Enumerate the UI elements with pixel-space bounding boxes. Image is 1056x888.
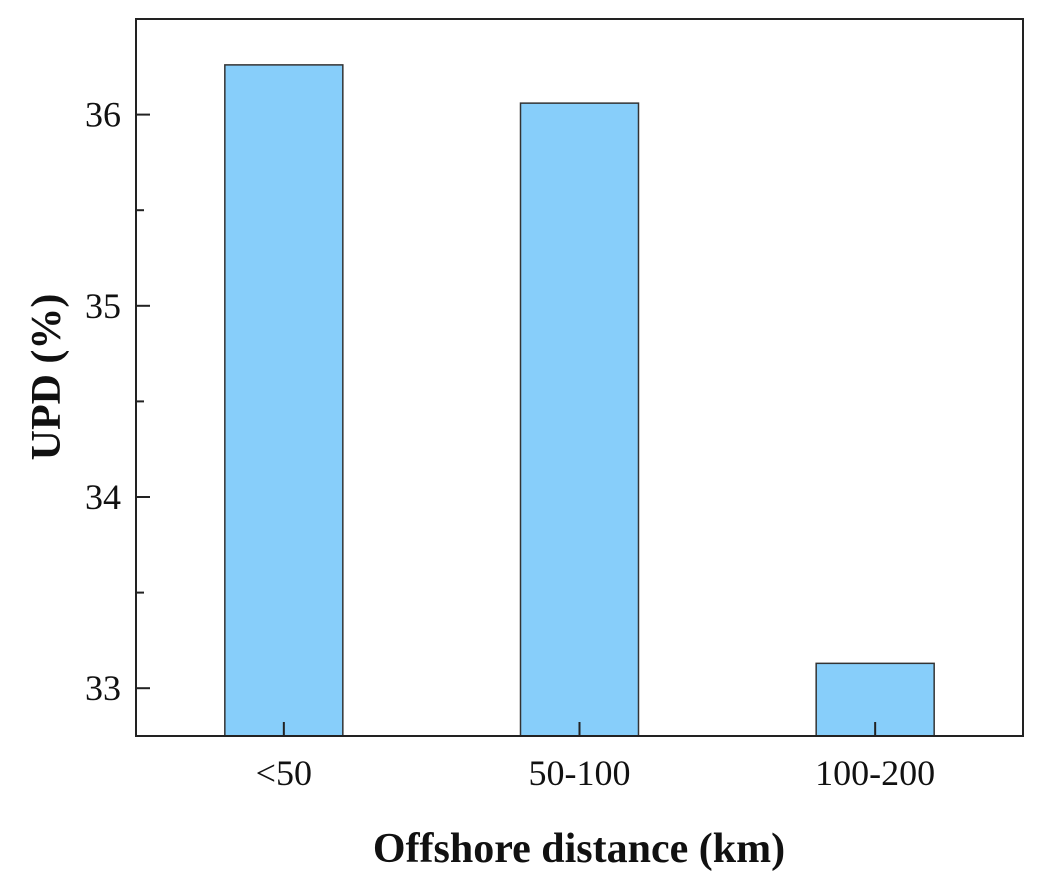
bars-group	[224, 64, 935, 737]
y-axis: 33 34 35 36	[85, 95, 150, 708]
y-tick-label: 36	[85, 95, 121, 135]
y-tick-label: 33	[85, 668, 121, 708]
y-tick-label: 35	[85, 286, 121, 326]
x-tick-label: <50	[256, 753, 312, 793]
bar-2	[519, 102, 640, 737]
x-tick-label: 50-100	[529, 753, 631, 793]
x-axis: <50 50-100 100-200	[256, 722, 935, 793]
y-axis-title: UPD (%)	[24, 294, 70, 461]
y-tick-label: 34	[85, 477, 121, 517]
bar-1	[224, 64, 344, 737]
x-axis-title: Offshore distance (km)	[373, 826, 785, 872]
x-tick-label: 100-200	[815, 753, 935, 793]
